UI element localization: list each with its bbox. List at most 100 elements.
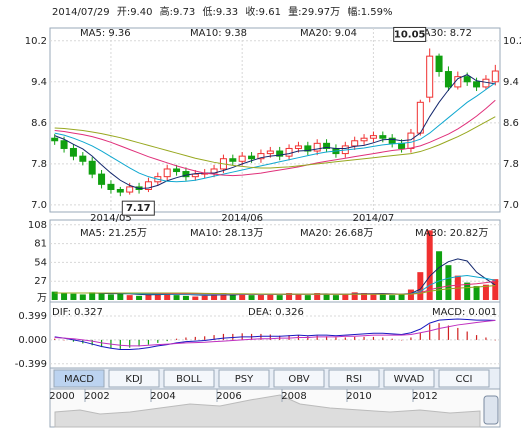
candle-body: [360, 137, 368, 142]
candle-body: [98, 173, 106, 185]
macd-bar: [307, 336, 309, 340]
macd-bar: [325, 336, 328, 340]
volume-bar: [192, 296, 199, 300]
volume-bar: [70, 293, 77, 300]
ma-line: [54, 82, 496, 183]
macd-bar: [63, 339, 65, 341]
tab[interactable]: [438, 369, 490, 388]
x-tick-label: 2014/07: [353, 213, 395, 224]
tab-label[interactable]: OBV: [288, 374, 309, 385]
candle-body: [294, 145, 302, 149]
volume-bar: [164, 293, 171, 300]
candle-body: [398, 142, 406, 149]
legend-entry: DIF: 0.327: [52, 307, 103, 318]
macd-bar: [129, 339, 131, 348]
timeline-year: 2000: [49, 391, 74, 402]
macd-bar: [410, 337, 412, 340]
legend-entry: MA30: 8.72: [415, 28, 472, 39]
tab-label[interactable]: KDJ: [125, 374, 142, 385]
macd-bar: [447, 325, 450, 340]
macd-bar: [185, 337, 187, 340]
y-tick-label: 7.8: [31, 159, 47, 170]
ma-line: [54, 74, 496, 189]
timeline-history: [54, 394, 481, 428]
timeline-handle[interactable]: [483, 395, 499, 425]
y-tick-label-right: 7.8: [503, 159, 519, 170]
candle-body: [407, 132, 415, 149]
y-tick-label: 0.399: [18, 311, 47, 322]
macd-bar: [119, 339, 121, 349]
ma-line: [54, 99, 496, 177]
y-tick-label: 27: [34, 276, 47, 287]
volume-bar: [239, 293, 246, 300]
extreme-box: [393, 26, 427, 42]
macd-bar: [475, 335, 478, 340]
candle-body: [191, 173, 199, 178]
macd-bar: [316, 335, 318, 340]
y-tick-label: 9.4: [31, 77, 47, 88]
tab[interactable]: [383, 369, 435, 388]
ma-line: [54, 319, 496, 347]
macd-bar: [438, 323, 440, 340]
candle-body: [238, 155, 246, 162]
extreme-label: 7.17: [126, 203, 151, 214]
macd-bar: [400, 339, 403, 341]
legend-entry: MA10: 28.13万: [190, 228, 263, 239]
macd-bar: [91, 339, 93, 346]
volume-bar: [117, 293, 124, 300]
timeline-year: 2010: [346, 391, 371, 402]
macd-bar: [147, 339, 150, 345]
candle-body: [435, 55, 443, 73]
volume-bar: [332, 295, 339, 300]
candle-body: [107, 183, 115, 190]
tab-label[interactable]: MACD: [64, 374, 94, 385]
candle-body: [285, 147, 293, 157]
tab[interactable]: [53, 369, 105, 388]
volume-bar: [436, 251, 443, 300]
y-tick-label-right: 8.6: [503, 118, 519, 129]
macd-bar: [466, 331, 468, 340]
volume-bar: [351, 292, 358, 300]
tab-label[interactable]: WVAD: [394, 374, 425, 385]
volume-bar: [182, 295, 189, 300]
candle-body: [116, 188, 124, 193]
candle-body: [88, 160, 96, 175]
timeline-year: 2012: [412, 391, 437, 402]
candle-body: [426, 55, 434, 98]
volume-bar: [286, 293, 293, 300]
x-tick-label: 2014/05: [90, 213, 132, 224]
volume-bar: [107, 294, 114, 300]
tab-label[interactable]: CCI: [456, 374, 473, 385]
candle-body: [351, 140, 359, 147]
tab[interactable]: [273, 369, 325, 388]
timeline-year: 2008: [281, 391, 306, 402]
tab-label[interactable]: PSY: [235, 374, 254, 385]
header-date: 2014/07/29: [52, 7, 110, 18]
macd-bar: [485, 337, 487, 340]
header-change: 幅:1.59%: [347, 5, 392, 18]
macd-bar: [382, 337, 384, 340]
tab[interactable]: [163, 369, 215, 388]
candle-body: [276, 150, 284, 157]
candle-body: [304, 145, 312, 152]
macd-bar: [269, 334, 271, 340]
tab[interactable]: [328, 369, 380, 388]
tab-label[interactable]: BOLL: [176, 374, 202, 385]
macd-bar: [335, 337, 337, 340]
legend-entry: MA20: 26.68万: [300, 228, 373, 239]
tab[interactable]: [108, 369, 160, 388]
header-volume: 量:29.97万: [288, 6, 340, 18]
y-tick-label: 8.6: [31, 118, 47, 129]
volume-bar: [154, 293, 161, 300]
timeline-year: 2002: [84, 391, 109, 402]
candle-body: [69, 147, 77, 157]
price-frame: [49, 27, 501, 213]
header-close: 收:9.61: [245, 5, 281, 18]
tab[interactable]: [218, 369, 270, 388]
volume-bar: [276, 295, 283, 300]
candle-body: [257, 153, 265, 160]
header-open: 开:9.40: [117, 7, 153, 18]
macd-bar: [391, 338, 393, 340]
tab-label[interactable]: RSI: [346, 374, 362, 385]
